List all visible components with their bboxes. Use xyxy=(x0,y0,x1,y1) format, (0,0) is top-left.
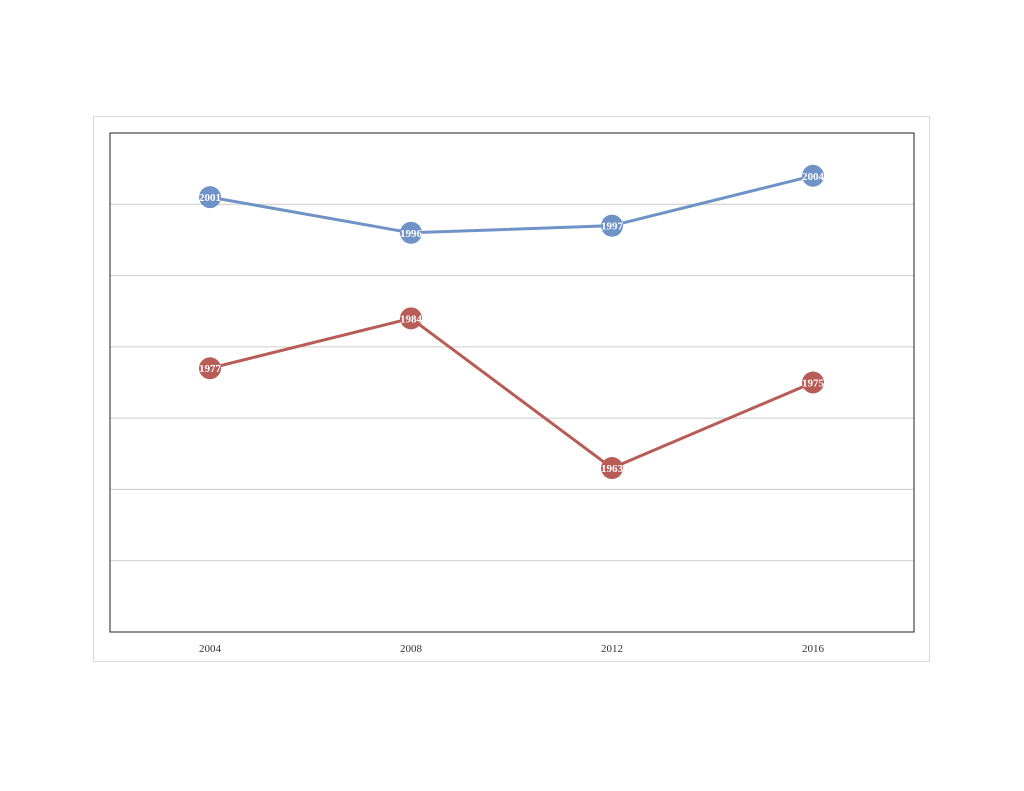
data-point xyxy=(400,307,422,330)
data-label: 2001 xyxy=(199,192,221,204)
series-lines xyxy=(209,174,814,470)
series-line-1 xyxy=(209,174,814,235)
plot-area-border xyxy=(109,132,915,633)
data-point xyxy=(601,214,623,237)
data-point xyxy=(802,371,824,394)
data-label: 1996 xyxy=(400,228,423,240)
data-label: 1977 xyxy=(199,363,222,375)
data-point xyxy=(199,186,221,209)
x-tick-label: 2016 xyxy=(802,643,825,655)
data-label: 2004 xyxy=(802,171,825,183)
series-points: 2001 1996 1997 2004 1977 1984 1963 1975 xyxy=(199,164,825,480)
series-line-2 xyxy=(209,316,814,470)
data-point xyxy=(199,357,221,380)
data-label: 1963 xyxy=(601,463,624,475)
x-axis-ticks: 2004 2008 2012 2016 xyxy=(199,643,825,655)
data-label: 1975 xyxy=(802,378,825,390)
data-label: 1984 xyxy=(400,313,423,325)
x-tick-label: 2004 xyxy=(199,643,222,655)
data-point xyxy=(400,221,422,244)
gridlines xyxy=(110,203,914,562)
x-tick-label: 2012 xyxy=(601,643,623,655)
data-point xyxy=(601,457,623,480)
chart-frame xyxy=(93,116,930,662)
data-point xyxy=(802,164,824,187)
data-label: 1997 xyxy=(601,221,624,233)
x-tick-label: 2008 xyxy=(400,643,423,655)
